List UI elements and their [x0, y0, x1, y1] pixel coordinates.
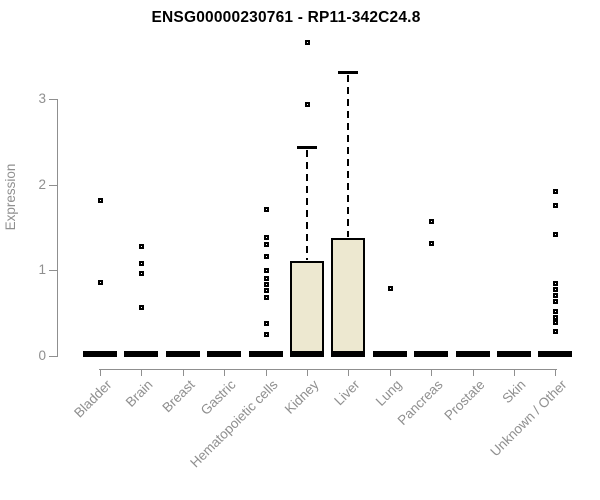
outlier-point — [305, 40, 310, 46]
median-line — [497, 351, 531, 357]
outlier-point — [305, 102, 310, 108]
outlier-point — [263, 321, 269, 327]
y-tick-label: 1 — [38, 262, 46, 278]
outlier-point — [263, 276, 269, 282]
outlier-point — [553, 188, 559, 194]
y-tick — [49, 184, 57, 186]
outlier-point — [553, 232, 559, 238]
outlier-point — [139, 260, 145, 266]
x-category-label: Unknown / Other — [487, 377, 570, 460]
outlier-point — [139, 244, 145, 250]
outlier-point — [553, 203, 559, 209]
y-tick-label: 2 — [38, 176, 46, 192]
median-line — [248, 351, 283, 357]
whisker-cap — [297, 145, 317, 149]
x-tick — [182, 369, 184, 376]
outlier-point — [553, 329, 559, 335]
y-tick — [49, 270, 57, 272]
outlier-point — [139, 270, 145, 276]
x-tick — [514, 369, 515, 376]
median-line — [414, 351, 449, 357]
median-line — [207, 351, 242, 357]
outlier-point — [553, 309, 559, 315]
median-line — [538, 351, 573, 357]
outlier-point — [263, 206, 269, 212]
x-tick — [224, 369, 226, 376]
outlier-point — [387, 286, 393, 292]
y-tick — [49, 98, 57, 100]
median-line — [455, 351, 490, 357]
outlier-point — [263, 253, 269, 259]
y-tick — [49, 356, 57, 357]
whisker — [306, 149, 308, 260]
median-line — [165, 351, 200, 357]
x-tick — [555, 369, 557, 376]
x-tick — [348, 369, 350, 376]
x-tick — [431, 369, 433, 376]
x-tick — [472, 369, 474, 376]
outlier-point — [98, 198, 103, 204]
box — [290, 260, 324, 357]
x-axis-line — [99, 369, 558, 370]
median-line — [83, 351, 117, 357]
outlier-point — [263, 331, 269, 337]
median-line — [124, 351, 159, 357]
chart-title: ENSG00000230761 - RP11-342C24.8 — [151, 9, 421, 26]
median-line — [372, 351, 407, 357]
outlier-point — [263, 268, 269, 274]
median-line — [331, 351, 366, 357]
y-tick-label: 0 — [38, 348, 46, 363]
whisker-cap — [338, 71, 359, 75]
y-tick-label: 3 — [38, 90, 46, 106]
box — [331, 237, 366, 357]
outlier-point — [553, 319, 559, 325]
outlier-point — [553, 287, 559, 293]
whisker — [347, 75, 350, 237]
x-tick — [307, 369, 308, 376]
outlier-point — [263, 294, 269, 300]
outlier-point — [553, 314, 559, 320]
x-tick — [265, 369, 267, 376]
outlier-point — [263, 288, 269, 294]
outlier-point — [553, 281, 559, 287]
outlier-point — [139, 305, 145, 311]
x-tick — [389, 369, 391, 376]
outlier-point — [263, 234, 269, 240]
outlier-point — [429, 218, 435, 224]
y-axis-line — [57, 99, 58, 357]
x-tick — [100, 369, 101, 376]
outlier-point — [429, 240, 435, 246]
outlier-point — [263, 282, 269, 288]
outlier-point — [98, 280, 103, 286]
median-line — [290, 351, 324, 357]
outlier-point — [553, 293, 559, 299]
x-tick — [141, 369, 143, 376]
outlier-point — [263, 241, 269, 247]
outlier-point — [553, 299, 559, 305]
